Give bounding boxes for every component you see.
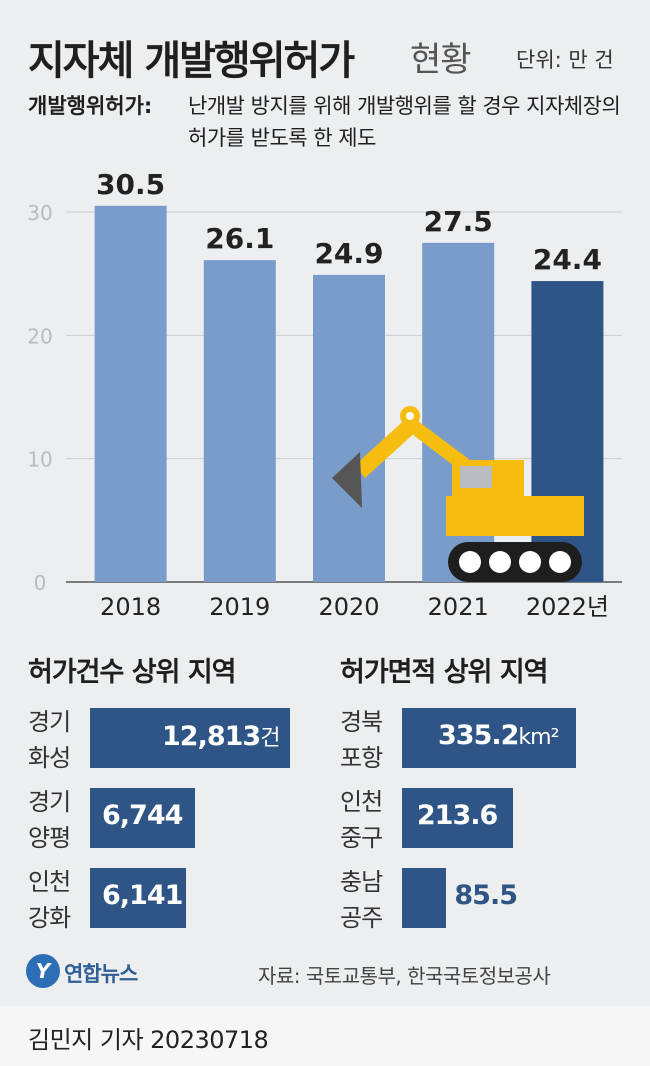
logo-mark: Y (26, 954, 60, 988)
region-bar (402, 708, 576, 768)
left-panel-title: 허가건수 상위 지역 (28, 657, 237, 688)
region-name-line2: 공주 (340, 904, 383, 932)
region-value: 12,813건 (162, 721, 280, 752)
yonhap-logo: Y 연합뉴스 (26, 952, 186, 992)
region-value: 213.6 (416, 800, 498, 831)
unit-label: 단위: 만 건 (516, 48, 614, 72)
region-name-line1: 충남 (340, 868, 383, 896)
byline-bar: 김민지 기자 20230718 (0, 1006, 650, 1066)
region-bar (402, 788, 513, 848)
x-tick-label: 2019 (209, 593, 270, 621)
region-bar (90, 708, 290, 768)
logo-text: 연합뉴스 (64, 962, 138, 986)
bar-2020 (313, 274, 385, 582)
x-tick-label: 2021 (428, 593, 489, 621)
bar-value-label: 30.5 (96, 168, 165, 201)
region-value: 335.2km² (438, 720, 559, 751)
bar-value-label: 27.5 (424, 205, 493, 238)
y-tick-label: 10 (27, 448, 52, 472)
region-value: 6,141 (102, 880, 183, 911)
region-name-line2: 양평 (28, 824, 71, 852)
label-layer: 30.5 2018 26.1 2019 24.9 2020 27.5 2021 24.4 2022… (96, 168, 609, 621)
region-name-line1: 경북 (340, 708, 383, 736)
bar-layer (94, 205, 604, 583)
x-tick-label: 2020 (318, 593, 379, 621)
y-tick-label: 0 (34, 571, 47, 595)
region-name-line2: 화성 (28, 744, 71, 772)
bar-value-label: 26.1 (205, 222, 274, 255)
x-tick-label: 2018 (100, 593, 161, 621)
unit-label: km² (518, 725, 559, 750)
region-name-line2: 중구 (340, 824, 383, 852)
bar-2018 (94, 205, 167, 583)
region-name-line1: 인천 (340, 788, 383, 816)
main-bar-chart: 0 10 20 30 30.5 2018 26.1 2019 24.9 2020 27.5 2021… (27, 168, 622, 621)
chart-title-suffix: 현황 (410, 40, 472, 80)
region-name-line1: 인천 (28, 868, 71, 896)
chart-title: 지자체 개발행위허가 (28, 38, 355, 84)
region-name-line2: 포항 (340, 744, 383, 772)
definition-label: 개발행위허가: (28, 94, 153, 118)
region-bar (90, 868, 186, 928)
bar-2022년 (531, 281, 604, 582)
y-tick-label: 20 (27, 324, 52, 348)
region-value: 85.5 (454, 880, 518, 911)
y-tick-label: 30 (27, 201, 52, 225)
bar-value-label: 24.4 (533, 243, 602, 276)
region-name-line1: 경기 (28, 788, 71, 816)
region-bar (90, 788, 196, 848)
region-value: 6,744 (102, 800, 183, 831)
bar-value-label: 24.9 (314, 237, 383, 270)
region-name-line1: 경기 (28, 708, 71, 736)
source-text: 자료: 국토교통부, 한국국토정보공사 (258, 964, 551, 988)
title-row: 지자체 개발행위허가 현황 단위: 만 건 (28, 22, 628, 84)
bar-2019 (203, 260, 276, 582)
region-name-line2: 강화 (28, 904, 71, 932)
excavator-icon (332, 406, 584, 582)
definition-text: 난개발 방지를 위해 개발행위를 할 경우 지자체장의 허가를 받도록 한 제도 (188, 94, 621, 150)
region-bar (402, 868, 447, 928)
unit-label: 건 (260, 726, 280, 751)
right-panel-title: 허가면적 상위 지역 (340, 657, 549, 688)
byline: 김민지 기자 20230718 (28, 1026, 269, 1054)
x-tick-label: 2022년 (526, 593, 609, 621)
